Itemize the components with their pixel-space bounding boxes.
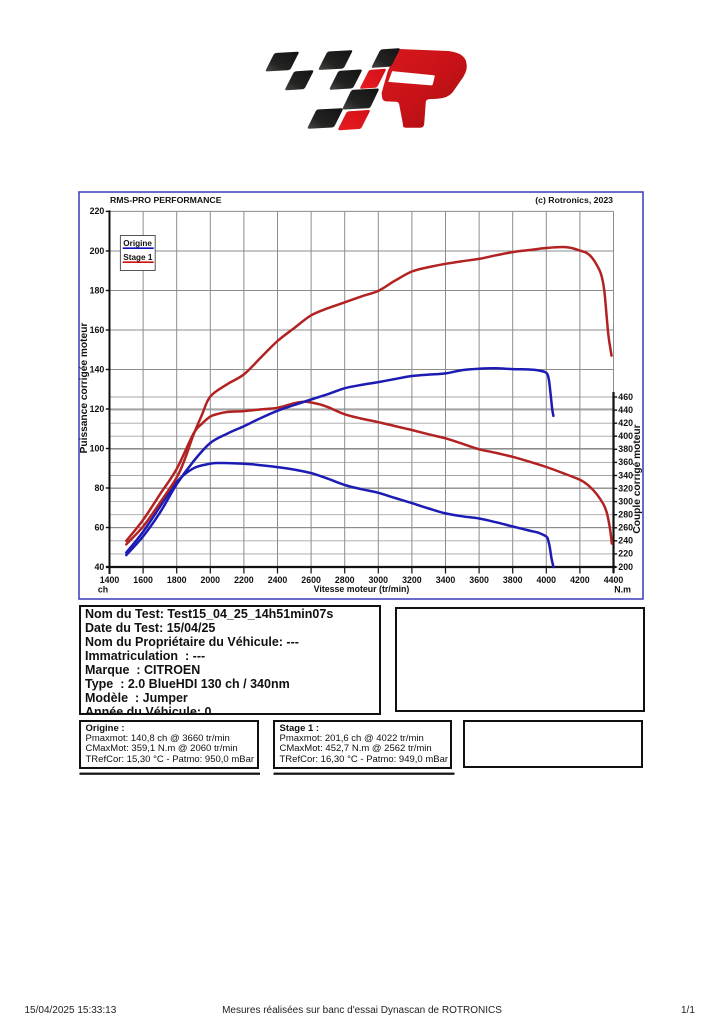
svg-text:2800: 2800 <box>335 575 355 585</box>
svg-text:4400: 4400 <box>604 575 624 585</box>
svg-text:300: 300 <box>618 496 633 506</box>
svg-text:80: 80 <box>95 483 105 493</box>
svg-text:1800: 1800 <box>167 575 187 585</box>
svg-text:120: 120 <box>90 404 105 414</box>
svg-text:140: 140 <box>90 364 105 374</box>
svg-text:3600: 3600 <box>469 575 489 585</box>
svg-text:200: 200 <box>618 562 633 572</box>
svg-text:2400: 2400 <box>268 575 288 585</box>
svg-text:200: 200 <box>90 246 105 256</box>
svg-text:2000: 2000 <box>201 575 221 585</box>
svg-text:Origine: Origine <box>123 239 152 248</box>
svg-text:420: 420 <box>618 418 633 428</box>
svg-text:2200: 2200 <box>234 575 254 585</box>
svg-text:380: 380 <box>618 444 633 454</box>
svg-text:160: 160 <box>90 325 105 335</box>
svg-text:ch: ch <box>98 584 108 594</box>
svg-text:180: 180 <box>90 285 105 295</box>
svg-text:60: 60 <box>95 522 105 532</box>
svg-text:N.m: N.m <box>614 584 631 594</box>
svg-text:4200: 4200 <box>570 575 590 585</box>
svg-text:RMS-PRO PERFORMANCE: RMS-PRO PERFORMANCE <box>110 195 222 205</box>
svg-text:360: 360 <box>618 457 633 467</box>
svg-text:40: 40 <box>95 562 105 572</box>
svg-text:Vitesse moteur (tr/min): Vitesse moteur (tr/min) <box>314 584 410 594</box>
svg-text:460: 460 <box>618 392 633 402</box>
svg-text:3400: 3400 <box>436 575 456 585</box>
svg-text:3000: 3000 <box>369 575 389 585</box>
svg-text:260: 260 <box>618 523 633 533</box>
svg-text:440: 440 <box>618 405 633 415</box>
svg-text:(c) Rotronics, 2023: (c) Rotronics, 2023 <box>535 195 613 205</box>
svg-text:2600: 2600 <box>301 575 321 585</box>
svg-text:4000: 4000 <box>537 575 557 585</box>
svg-text:220: 220 <box>90 206 105 216</box>
svg-text:240: 240 <box>618 536 633 546</box>
svg-text:Puissance corrigée moteur: Puissance corrigée moteur <box>79 323 90 454</box>
svg-text:320: 320 <box>618 483 633 493</box>
svg-text:Stage 1: Stage 1 <box>123 253 153 262</box>
svg-text:1600: 1600 <box>133 575 153 585</box>
svg-text:1400: 1400 <box>100 575 120 585</box>
svg-text:280: 280 <box>618 510 633 520</box>
svg-text:3200: 3200 <box>402 575 422 585</box>
svg-text:340: 340 <box>618 470 633 480</box>
svg-text:Couple corrigé moteur: Couple corrigé moteur <box>632 424 643 533</box>
svg-text:3800: 3800 <box>503 575 523 585</box>
svg-text:220: 220 <box>618 549 633 559</box>
svg-text:100: 100 <box>90 443 105 453</box>
svg-text:400: 400 <box>618 431 633 441</box>
